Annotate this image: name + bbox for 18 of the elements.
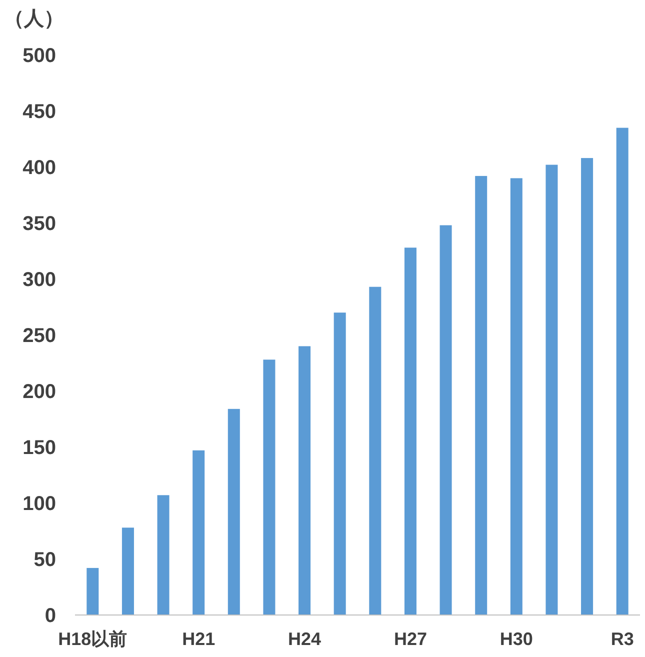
- x-tick-label: H30: [500, 629, 533, 649]
- y-tick-label: 300: [22, 269, 56, 291]
- y-tick-label: 350: [22, 213, 56, 235]
- y-tick-label: 400: [22, 157, 56, 179]
- y-tick-label: 0: [44, 605, 56, 627]
- x-tick-label: H24: [288, 629, 322, 649]
- x-tick-label: R3: [610, 629, 634, 649]
- y-tick-label: 200: [22, 381, 56, 403]
- y-tick-label: 250: [22, 325, 56, 347]
- x-tick-label: H27: [394, 629, 427, 649]
- y-tick-label: 100: [22, 493, 56, 515]
- y-tick-label: 50: [34, 549, 56, 571]
- x-tick-label: H21: [182, 629, 216, 649]
- x-tick-label: H18以前: [58, 629, 128, 649]
- y-tick-label: 500: [22, 45, 56, 67]
- y-axis-title: （人）: [4, 8, 64, 30]
- y-tick-label: 150: [22, 437, 56, 459]
- y-tick-label: 450: [22, 101, 56, 123]
